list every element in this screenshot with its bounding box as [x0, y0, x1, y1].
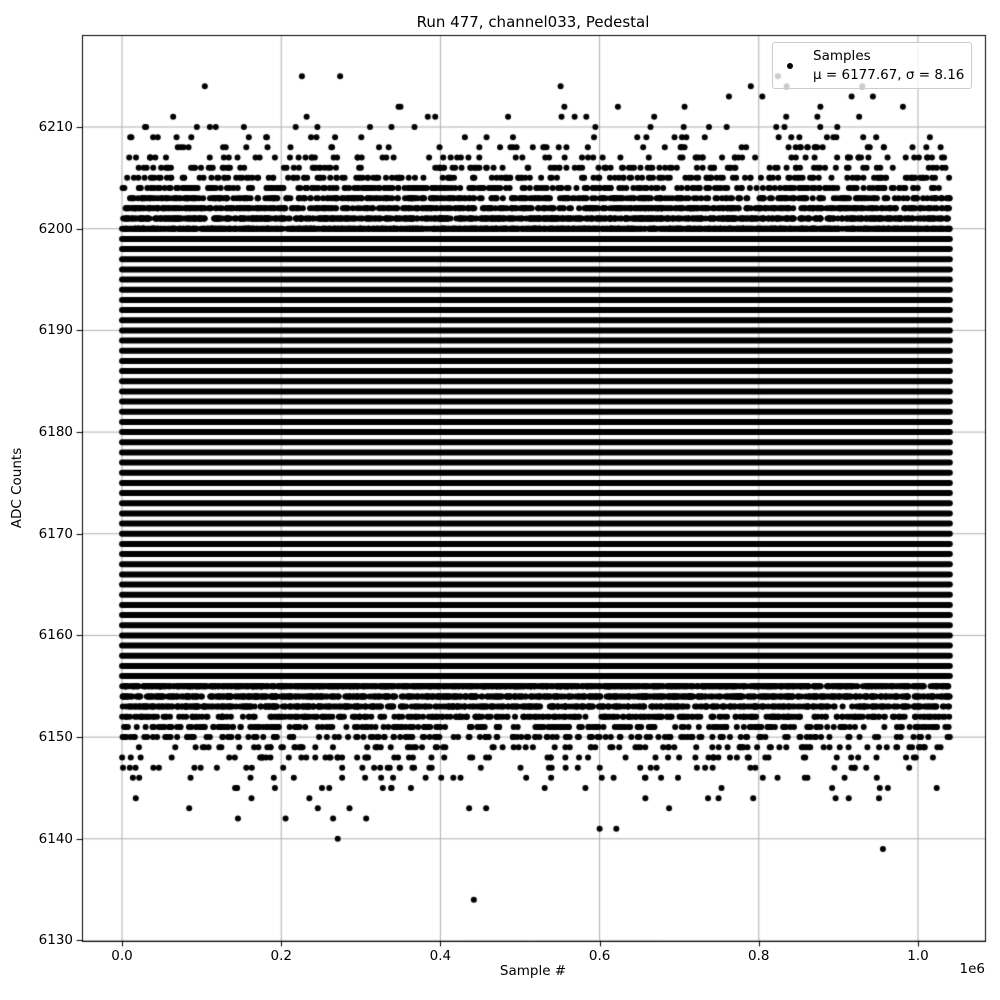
y-tick-label: 6210 — [38, 119, 73, 136]
x-axis-label: Sample # — [499, 963, 567, 979]
x-axis-offset-label: 1e6 — [959, 961, 985, 977]
y-tick-label: 6180 — [38, 424, 73, 441]
y-tick-label: 6200 — [38, 220, 73, 237]
scatter-marker-icon — [787, 62, 793, 69]
chart-title: Run 477, channel033, Pedestal — [416, 13, 650, 31]
y-tick-label: 6170 — [38, 525, 73, 542]
y-tick-label: 6160 — [38, 627, 73, 644]
legend: Samples μ = 6177.67, σ = 8.16 — [772, 42, 972, 89]
x-tick-label: 0.8 — [748, 948, 770, 964]
x-tick-label: 0.2 — [270, 948, 292, 964]
x-tick-label: 0.4 — [429, 948, 452, 964]
y-axis-label: ADC Counts — [9, 447, 25, 529]
x-tick-label: 0.0 — [111, 948, 133, 964]
y-tick-label: 6190 — [38, 322, 73, 339]
x-tick-label: 1.0 — [907, 948, 929, 964]
legend-stats: μ = 6177.67, σ = 8.16 — [813, 66, 965, 83]
y-tick-label: 6130 — [38, 932, 73, 949]
y-tick-label: 6140 — [38, 830, 73, 847]
x-tick-label: 0.6 — [588, 948, 611, 964]
y-tick-label: 6150 — [38, 729, 73, 746]
legend-label: Samples — [813, 47, 871, 64]
